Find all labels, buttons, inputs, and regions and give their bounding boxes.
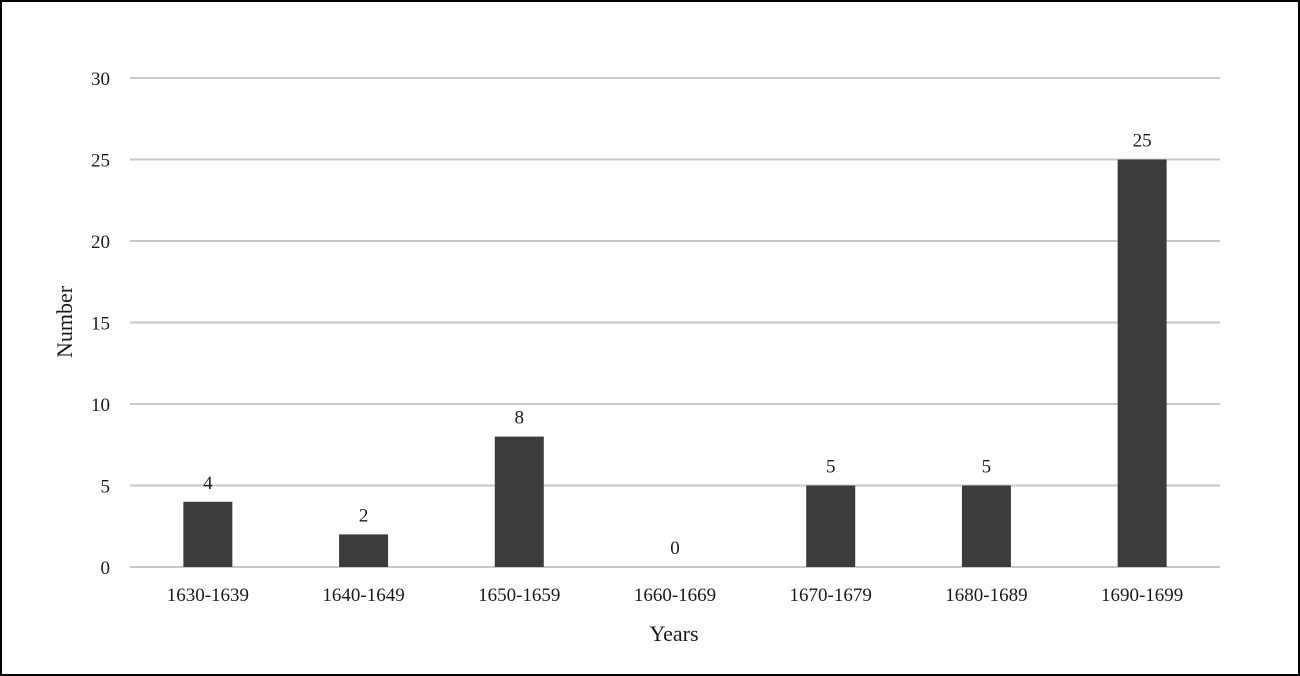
x-category-label: 1640-1649 bbox=[322, 585, 404, 606]
gridlines bbox=[130, 77, 1220, 568]
y-tick-label: 30 bbox=[91, 69, 110, 90]
bar bbox=[339, 534, 389, 567]
y-axis-title: Number bbox=[52, 285, 77, 358]
data-label: 2 bbox=[359, 505, 369, 526]
y-tick-label: 5 bbox=[101, 477, 111, 498]
y-tick-label: 25 bbox=[91, 151, 110, 172]
x-category-label: 1660-1669 bbox=[634, 585, 716, 606]
bar bbox=[1117, 159, 1167, 567]
x-category-label: 1650-1659 bbox=[478, 585, 560, 606]
data-labels: 4 2 8 0 5 5 25 bbox=[203, 131, 1152, 560]
data-label: 0 bbox=[670, 538, 680, 559]
x-category-label: 1670-1679 bbox=[790, 585, 872, 606]
y-tick-labels: 0 5 10 15 20 25 30 bbox=[91, 69, 110, 579]
x-category-label: 1630-1639 bbox=[167, 585, 249, 606]
data-label: 25 bbox=[1133, 131, 1152, 152]
x-axis-title: Years bbox=[649, 621, 698, 646]
y-tick-label: 10 bbox=[91, 395, 110, 416]
bar bbox=[494, 436, 544, 567]
bar bbox=[183, 501, 233, 567]
y-tick-label: 15 bbox=[91, 314, 110, 335]
data-label: 4 bbox=[203, 473, 213, 494]
y-tick-label: 0 bbox=[101, 558, 111, 579]
x-category-label: 1680-1689 bbox=[945, 585, 1027, 606]
x-category-label: 1690-1699 bbox=[1101, 585, 1183, 606]
bars bbox=[183, 159, 1167, 567]
bar bbox=[806, 485, 856, 567]
data-label: 5 bbox=[982, 457, 992, 478]
y-tick-label: 20 bbox=[91, 232, 110, 253]
x-category-labels: 1630-1639 1640-1649 1650-1659 1660-1669 1670… bbox=[167, 585, 1184, 606]
data-label: 8 bbox=[515, 408, 525, 429]
data-label: 5 bbox=[826, 457, 836, 478]
bar bbox=[961, 485, 1011, 567]
